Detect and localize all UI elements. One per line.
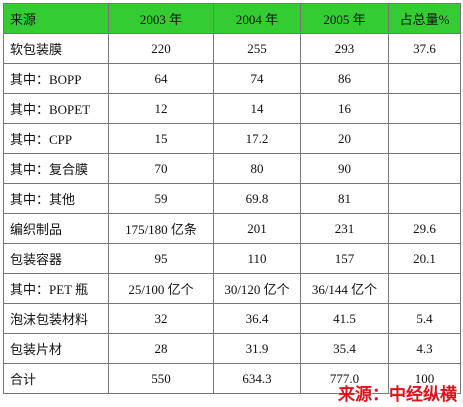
table-cell	[388, 123, 461, 154]
table-cell: 25/100 亿个	[108, 273, 214, 304]
row-label: 包装容器	[3, 243, 109, 274]
header-row: 来源 2003 年 2004 年 2005 年占总量%	[3, 3, 461, 34]
table-cell: 32	[108, 303, 214, 334]
table-cell	[388, 183, 461, 214]
table-cell: 220	[108, 33, 214, 64]
table-cell: 37.6	[388, 33, 461, 64]
table-cell: 70	[108, 153, 214, 184]
table-row: 其中：BOPP 64 74 86	[3, 63, 461, 94]
table-cell: 20	[300, 123, 389, 154]
table-cell: 4.3	[388, 333, 461, 364]
table-row: 其中：复合膜 70 80 90	[3, 153, 461, 184]
table-cell	[388, 153, 461, 184]
table-row: 合计 550 634.3 777.0 100	[3, 363, 461, 394]
table-row: 包装容器 95 110 157 20.1	[3, 243, 461, 274]
table-row: 其中：CPP 15 17.2 20	[3, 123, 461, 154]
table-cell: 28	[108, 333, 214, 364]
row-label: 其中：其他	[3, 183, 109, 214]
table-cell: 41.5	[300, 303, 389, 334]
table-row: 软包装膜 220 255 293 37.6	[3, 33, 461, 64]
header-cell: 来源	[3, 3, 109, 34]
table-cell: 29.6	[388, 213, 461, 244]
row-label: 泡沫包装材料	[3, 303, 109, 334]
row-label: 合计	[3, 363, 109, 394]
table-cell: 550	[108, 363, 214, 394]
table-cell: 36.4	[213, 303, 301, 334]
table-cell: 81	[300, 183, 389, 214]
table-cell: 74	[213, 63, 301, 94]
table-cell	[388, 63, 461, 94]
header-cell: 2005 年	[300, 3, 389, 34]
table-cell: 255	[213, 33, 301, 64]
table-cell: 777.0	[300, 363, 389, 394]
table-cell: 293	[300, 33, 389, 64]
row-label: 其中：CPP	[3, 123, 109, 154]
row-label: 软包装膜	[3, 33, 109, 64]
table-row: 其中：BOPET 12 14 16	[3, 93, 461, 124]
table-cell: 17.2	[213, 123, 301, 154]
table-cell: 64	[108, 63, 214, 94]
table-cell: 31.9	[213, 333, 301, 364]
table-cell: 175/180 亿条	[108, 213, 214, 244]
table-cell	[388, 93, 461, 124]
table-cell: 95	[108, 243, 214, 274]
table-cell: 36/144 亿个	[300, 273, 389, 304]
table-cell: 634.3	[213, 363, 301, 394]
row-label: 其中：BOPET	[3, 93, 109, 124]
table-row: 泡沫包装材料 32 36.4 41.5 5.4	[3, 303, 461, 334]
table-cell: 80	[213, 153, 301, 184]
header-cell: 占总量%	[388, 3, 461, 34]
table-cell: 20.1	[388, 243, 461, 274]
row-label: 其中：BOPP	[3, 63, 109, 94]
header-cell: 2003 年	[108, 3, 214, 34]
table-cell: 35.4	[300, 333, 389, 364]
table-cell: 231	[300, 213, 389, 244]
table-cell: 110	[213, 243, 301, 274]
table-cell	[388, 273, 461, 304]
row-label: 其中：复合膜	[3, 153, 109, 184]
row-label: 编织制品	[3, 213, 109, 244]
table-cell: 14	[213, 93, 301, 124]
table-cell: 90	[300, 153, 389, 184]
table-cell: 12	[108, 93, 214, 124]
table-cell: 5.4	[388, 303, 461, 334]
table-body: 软包装膜 220 255 293 37.6 其中：BOPP 64 74 86 其中：BOPET 12…	[3, 33, 461, 394]
row-label: 包装片材	[3, 333, 109, 364]
table-cell: 69.8	[213, 183, 301, 214]
table-row: 包装片材 28 31.9 35.4 4.3	[3, 333, 461, 364]
row-label: 其中：PET 瓶	[3, 273, 109, 304]
watermark: 来源：中经纵横	[338, 385, 457, 405]
table-row: 其中：其他 59 69.8 81	[3, 183, 461, 214]
table-cell: 15	[108, 123, 214, 154]
table-cell: 30/120 亿个	[213, 273, 301, 304]
table-cell: 86	[300, 63, 389, 94]
table-cell: 157	[300, 243, 389, 274]
table-cell: 16	[300, 93, 389, 124]
table-cell: 100	[388, 363, 461, 394]
data-table: 来源 2003 年 2004 年 2005 年占总量% 软包装膜 220 255 293 37…	[3, 3, 461, 394]
table-row: 其中：PET 瓶 25/100 亿个 30/120 亿个 36/144 亿个	[3, 273, 461, 304]
table-cell: 59	[108, 183, 214, 214]
header-cell: 2004 年	[213, 3, 301, 34]
table-row: 编织制品 175/180 亿条 201 231 29.6	[3, 213, 461, 244]
table-cell: 201	[213, 213, 301, 244]
